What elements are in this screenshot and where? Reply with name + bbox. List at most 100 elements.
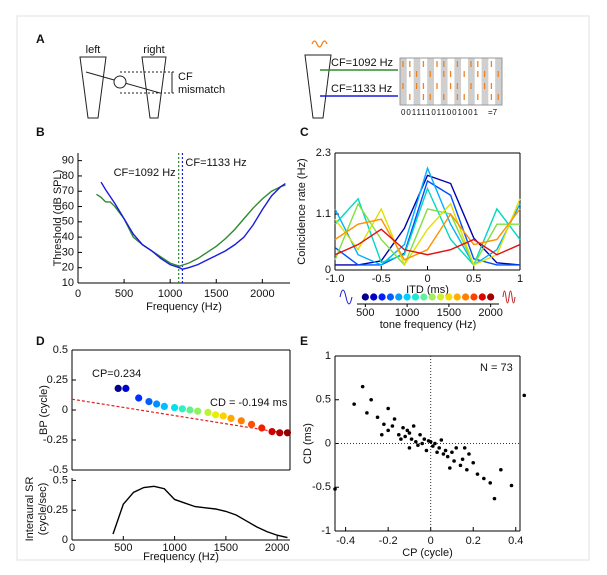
colorbar-dot bbox=[470, 293, 478, 301]
bit-string: 001111011001001 bbox=[401, 108, 479, 117]
line-series bbox=[334, 186, 521, 267]
scatter-point bbox=[390, 424, 395, 428]
cf-label: CF bbox=[178, 71, 193, 83]
y-axis-label: (cycle/sec) bbox=[37, 483, 49, 536]
y-tick-label: 0.25 bbox=[47, 504, 68, 516]
y-tick-label: 0 bbox=[325, 264, 331, 276]
scatter-point bbox=[352, 402, 356, 406]
cf-marker-label: CF=1092 Hz bbox=[114, 167, 176, 179]
scatter-point bbox=[283, 429, 292, 437]
scatter-point bbox=[365, 411, 369, 415]
x-tick-label: 1000 bbox=[158, 288, 182, 300]
scatter-point bbox=[418, 432, 422, 437]
x-tick-label: 0.4 bbox=[508, 535, 523, 547]
scatter-point bbox=[428, 439, 433, 444]
colorbar-tick-label: 500 bbox=[356, 307, 374, 319]
annotation: CD = -0.194 ms bbox=[210, 397, 288, 409]
y-tick-label: -0.5 bbox=[49, 464, 68, 476]
x-tick-label: 0 bbox=[69, 542, 75, 554]
colorbar-dot bbox=[403, 293, 411, 301]
y-tick-label: 0.25 bbox=[47, 374, 68, 386]
y-tick-label: 1.1 bbox=[316, 208, 331, 220]
y-tick-label: 20 bbox=[62, 262, 74, 274]
scatter-point bbox=[360, 384, 365, 389]
scatter-point bbox=[424, 448, 429, 453]
scatter-point bbox=[247, 420, 256, 428]
y-tick-label: 60 bbox=[62, 200, 74, 212]
scatter-point bbox=[458, 463, 463, 468]
scatter-point bbox=[407, 446, 412, 450]
scatter-point bbox=[227, 414, 235, 422]
colorbar-dot bbox=[395, 293, 403, 301]
colorbar-dot bbox=[386, 293, 395, 301]
scatter-point bbox=[414, 439, 418, 444]
x-tick-label: 1500 bbox=[214, 542, 238, 554]
scatter-point bbox=[178, 405, 186, 413]
x-tick-label: 0.5 bbox=[466, 273, 481, 285]
raster-column bbox=[468, 58, 475, 105]
x-tick-label: 500 bbox=[114, 542, 132, 554]
x-axis-label: ITD (ms) bbox=[406, 284, 449, 296]
panel-label: D bbox=[36, 334, 45, 348]
raster-column bbox=[434, 58, 441, 105]
x-tick-label: 0.2 bbox=[466, 535, 481, 547]
raster-column bbox=[413, 58, 421, 105]
x-tick-label: -0.5 bbox=[372, 273, 391, 285]
x-tick-label: 0 bbox=[424, 273, 430, 285]
figure-border bbox=[16, 15, 590, 561]
line-series bbox=[334, 202, 520, 267]
x-tick-label: 500 bbox=[115, 288, 133, 300]
scatter-point bbox=[475, 472, 480, 476]
raster-column bbox=[474, 58, 482, 105]
scatter-point bbox=[445, 454, 450, 459]
scatter-point bbox=[443, 448, 448, 453]
y-tick-label: -0.5 bbox=[312, 481, 331, 493]
colorbar-dot bbox=[445, 293, 453, 301]
colorbar-dot bbox=[420, 293, 428, 301]
scatter-point bbox=[386, 406, 390, 411]
colorbar-dot bbox=[370, 293, 378, 301]
y-tick-label: 40 bbox=[62, 231, 74, 243]
scatter-point bbox=[382, 422, 386, 427]
raster-column bbox=[461, 58, 468, 105]
scatter-point bbox=[401, 425, 405, 430]
scatter-point bbox=[482, 476, 486, 481]
scatter-point bbox=[276, 429, 284, 437]
tone-icon bbox=[339, 289, 353, 305]
scatter-point bbox=[499, 467, 503, 472]
y-tick-label: 0 bbox=[325, 437, 331, 449]
x-axis-label: Frequency (Hz) bbox=[146, 301, 222, 313]
line-series bbox=[112, 485, 288, 539]
scatter-point bbox=[407, 431, 412, 435]
annotation: N = 73 bbox=[480, 362, 513, 374]
scatter-point bbox=[454, 446, 459, 450]
line-series bbox=[334, 179, 520, 266]
panel-label: B bbox=[36, 125, 45, 139]
mismatch-label: mismatch bbox=[178, 84, 225, 96]
scatter-point bbox=[405, 428, 410, 433]
scatter-point bbox=[431, 444, 435, 448]
x-tick-label: 1 bbox=[517, 273, 523, 285]
raster-column bbox=[406, 58, 414, 105]
scatter-point bbox=[268, 428, 276, 436]
colorbar-dot bbox=[411, 293, 420, 301]
scatter-point bbox=[441, 452, 446, 456]
colorbar-dot bbox=[461, 293, 470, 301]
scatter-point bbox=[114, 384, 122, 392]
x-tick-label: 1500 bbox=[204, 288, 228, 300]
y-tick-label: 70 bbox=[62, 185, 74, 197]
tone-icon bbox=[311, 40, 328, 48]
line-series bbox=[334, 166, 521, 266]
ear-diagram bbox=[79, 56, 176, 119]
y-tick-label: 30 bbox=[62, 246, 74, 258]
line-series bbox=[100, 181, 286, 270]
y-tick-label: 0 bbox=[62, 404, 68, 416]
annotation: CP=0.234 bbox=[92, 368, 141, 380]
scatter-point bbox=[437, 446, 441, 450]
raster-column bbox=[481, 58, 489, 105]
scatter-point bbox=[204, 408, 212, 416]
scatter-point bbox=[460, 457, 465, 462]
scatter-point bbox=[492, 496, 497, 501]
y-axis-label: Coincidence rate (Hz) bbox=[296, 158, 308, 264]
